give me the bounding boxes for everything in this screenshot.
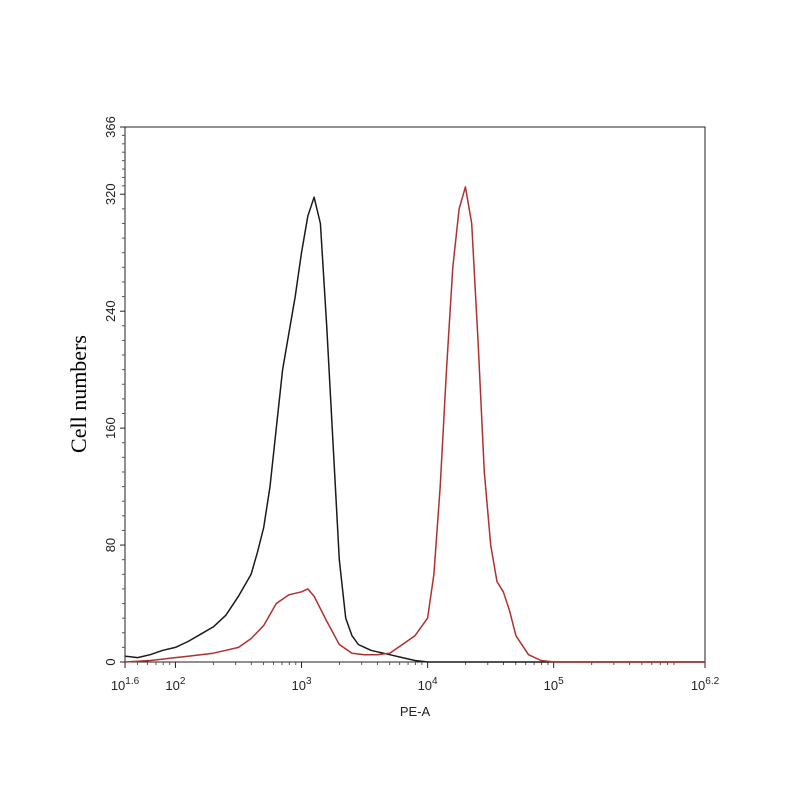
x-tick-label: 105 bbox=[544, 676, 564, 693]
series-line-2 bbox=[124, 186, 705, 663]
series-layer bbox=[124, 186, 705, 663]
x-tick-label: 106.2 bbox=[691, 676, 720, 693]
series-line-1 bbox=[124, 196, 705, 663]
y-tick-label: 240 bbox=[103, 300, 118, 322]
x-tick-label: 101.6 bbox=[111, 676, 140, 693]
y-tick-label: 320 bbox=[103, 183, 118, 205]
y-tick-label: 80 bbox=[103, 538, 118, 552]
y-tick-label: 160 bbox=[103, 417, 118, 439]
y-tick-label: 0 bbox=[103, 658, 118, 665]
x-tick-label: 102 bbox=[165, 676, 185, 693]
plot-frame bbox=[124, 126, 706, 663]
y-axis-label: Cell numbers bbox=[66, 335, 91, 453]
y-tick-label: 366 bbox=[103, 116, 118, 138]
x-axis-label: PE-A bbox=[400, 704, 431, 719]
x-tick-label: 103 bbox=[292, 676, 312, 693]
x-tick-label: 104 bbox=[418, 676, 438, 693]
y-axis: 0 80 160 240 320 366 bbox=[103, 116, 125, 666]
x-axis: 101.6 102 103 104 105 106.2 bbox=[111, 662, 720, 693]
